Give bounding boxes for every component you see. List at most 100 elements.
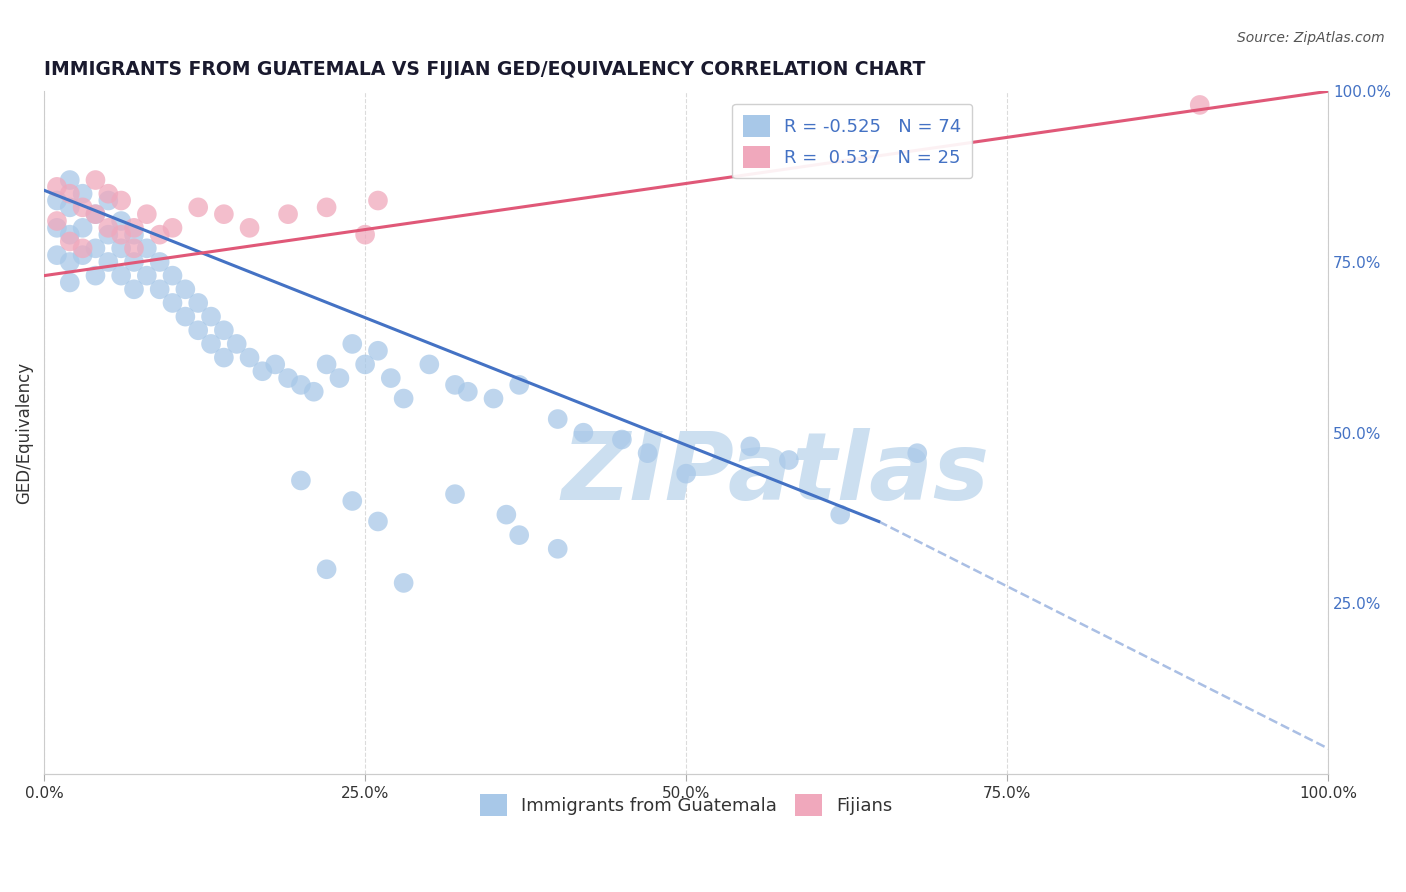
Point xyxy=(135,268,157,283)
Point xyxy=(46,194,69,208)
Point xyxy=(328,371,350,385)
Point xyxy=(392,576,415,591)
Y-axis label: GED/Equivalency: GED/Equivalency xyxy=(15,361,32,504)
Point xyxy=(97,227,120,242)
Point xyxy=(290,474,312,488)
Point xyxy=(457,384,479,399)
Point xyxy=(354,227,377,242)
Point xyxy=(547,541,569,556)
Point xyxy=(277,207,299,221)
Point xyxy=(59,200,82,214)
Point xyxy=(162,220,184,235)
Point xyxy=(149,282,172,296)
Text: ZIPatlas: ZIPatlas xyxy=(562,427,990,520)
Point xyxy=(110,214,132,228)
Point xyxy=(830,508,852,522)
Point xyxy=(110,227,132,242)
Point xyxy=(495,508,517,522)
Point xyxy=(46,248,69,262)
Point xyxy=(380,371,402,385)
Text: Source: ZipAtlas.com: Source: ZipAtlas.com xyxy=(1237,31,1385,45)
Point xyxy=(212,207,235,221)
Point xyxy=(84,268,107,283)
Point xyxy=(444,487,467,501)
Point xyxy=(740,439,762,453)
Point xyxy=(342,337,364,351)
Point xyxy=(315,200,337,214)
Point xyxy=(444,377,467,392)
Point xyxy=(46,214,69,228)
Point xyxy=(482,392,505,406)
Point xyxy=(59,173,82,187)
Point xyxy=(84,207,107,221)
Point xyxy=(342,494,364,508)
Point xyxy=(778,453,800,467)
Point xyxy=(122,227,145,242)
Point xyxy=(122,282,145,296)
Point xyxy=(149,227,172,242)
Point xyxy=(572,425,595,440)
Point xyxy=(675,467,697,481)
Point xyxy=(212,323,235,337)
Point xyxy=(72,186,94,201)
Point xyxy=(72,248,94,262)
Point xyxy=(59,255,82,269)
Point xyxy=(367,194,389,208)
Point xyxy=(46,179,69,194)
Point xyxy=(72,220,94,235)
Point xyxy=(290,377,312,392)
Point xyxy=(174,310,197,324)
Point xyxy=(122,241,145,255)
Point xyxy=(122,255,145,269)
Point xyxy=(508,377,530,392)
Point xyxy=(122,220,145,235)
Point xyxy=(59,276,82,290)
Point xyxy=(110,194,132,208)
Point xyxy=(97,194,120,208)
Point xyxy=(200,310,222,324)
Point xyxy=(354,358,377,372)
Point xyxy=(367,515,389,529)
Point xyxy=(418,358,440,372)
Point xyxy=(187,296,209,310)
Point xyxy=(59,227,82,242)
Point xyxy=(84,241,107,255)
Point xyxy=(610,433,633,447)
Point xyxy=(508,528,530,542)
Point xyxy=(72,241,94,255)
Point xyxy=(59,235,82,249)
Point xyxy=(225,337,247,351)
Point xyxy=(315,358,337,372)
Point xyxy=(84,207,107,221)
Point xyxy=(110,268,132,283)
Text: IMMIGRANTS FROM GUATEMALA VS FIJIAN GED/EQUIVALENCY CORRELATION CHART: IMMIGRANTS FROM GUATEMALA VS FIJIAN GED/… xyxy=(44,60,925,78)
Point xyxy=(174,282,197,296)
Point xyxy=(162,268,184,283)
Point xyxy=(315,562,337,576)
Point xyxy=(547,412,569,426)
Point xyxy=(84,173,107,187)
Point xyxy=(277,371,299,385)
Point xyxy=(200,337,222,351)
Point xyxy=(302,384,325,399)
Point xyxy=(1188,98,1211,112)
Point xyxy=(905,446,928,460)
Point xyxy=(637,446,659,460)
Point xyxy=(149,255,172,269)
Point xyxy=(72,200,94,214)
Point xyxy=(46,220,69,235)
Point xyxy=(110,241,132,255)
Legend: Immigrants from Guatemala, Fijians: Immigrants from Guatemala, Fijians xyxy=(472,787,900,823)
Point xyxy=(264,358,287,372)
Point xyxy=(59,186,82,201)
Point xyxy=(162,296,184,310)
Point xyxy=(367,343,389,358)
Point xyxy=(187,323,209,337)
Point xyxy=(238,220,260,235)
Point xyxy=(135,207,157,221)
Point xyxy=(97,255,120,269)
Point xyxy=(392,392,415,406)
Point xyxy=(187,200,209,214)
Point xyxy=(252,364,274,378)
Point xyxy=(238,351,260,365)
